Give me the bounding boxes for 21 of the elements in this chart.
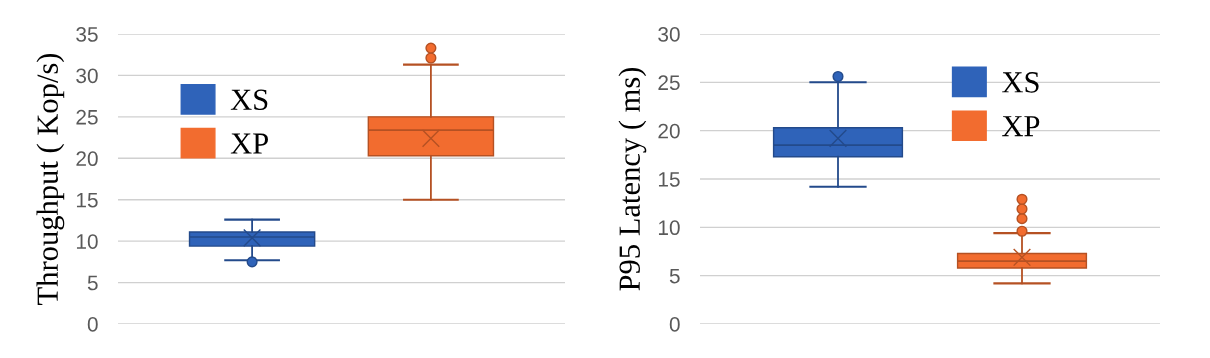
y-tick-label: 0 <box>669 317 680 332</box>
legend-label: XP <box>1002 116 1040 137</box>
y-tick-label: 25 <box>658 75 680 91</box>
y-tick-label: 10 <box>658 220 680 236</box>
y-tick-label: 15 <box>658 172 680 187</box>
legend-label: XS <box>230 89 268 111</box>
y-tick-label: 10 <box>76 234 98 249</box>
y-tick-label: 30 <box>76 68 98 84</box>
y-tick-label: 20 <box>76 151 98 167</box>
y-tick-label: 25 <box>76 109 98 125</box>
y-axis-title: P95 Latency ( ms) <box>618 67 647 291</box>
y-axis-title: Throughput ( Kop/s) <box>36 53 65 305</box>
y-tick-label: 0 <box>87 317 98 332</box>
y-tick-label: 35 <box>76 27 98 42</box>
y-tick-label: 5 <box>669 268 680 284</box>
y-tick-label: 5 <box>87 275 98 291</box>
legend-label: XS <box>1002 72 1039 93</box>
y-tick-label: 15 <box>76 192 98 208</box>
y-tick-label: 30 <box>658 27 680 42</box>
y-tick-label: 20 <box>658 123 680 139</box>
legend-label: XP <box>230 133 268 154</box>
